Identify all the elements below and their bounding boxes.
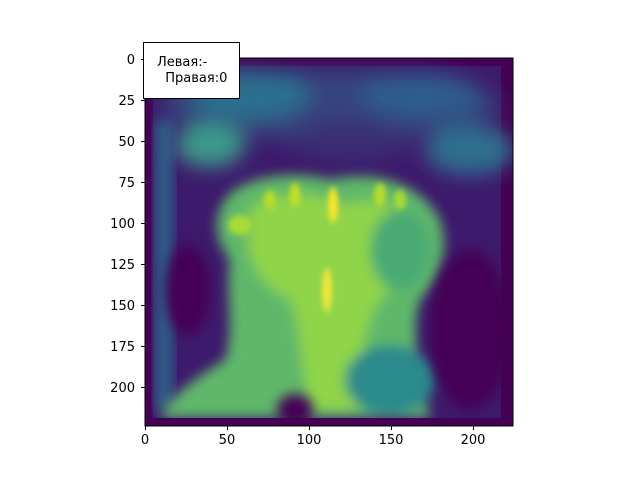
annotation-left: Левая:- [157,55,208,70]
y-tick-label: 0 [127,53,135,68]
x-tick-label: 150 [379,433,404,448]
y-tick-label: 100 [110,217,135,232]
y-tick-label: 150 [110,299,135,314]
x-tick-label: 200 [461,433,486,448]
annotation-box: Левая:- Правая:0 [143,42,240,99]
y-tick-label: 175 [110,340,135,355]
y-tick-label: 125 [110,258,135,273]
y-tick-label: 25 [118,94,135,109]
axes-frame [144,57,514,427]
x-axis: 0 50 100 150 200 [141,426,486,448]
y-tick-label: 200 [110,381,135,396]
annotation-right: Правая:0 [157,71,228,86]
x-tick-label: 0 [141,433,149,448]
y-tick-label: 50 [118,135,135,150]
x-tick-label: 50 [219,433,236,448]
y-tick-label: 75 [118,176,135,191]
ct-scan-image [145,58,513,426]
y-axis: 0 25 50 75 100 125 150 175 200 [110,53,145,396]
x-tick-label: 100 [297,433,322,448]
